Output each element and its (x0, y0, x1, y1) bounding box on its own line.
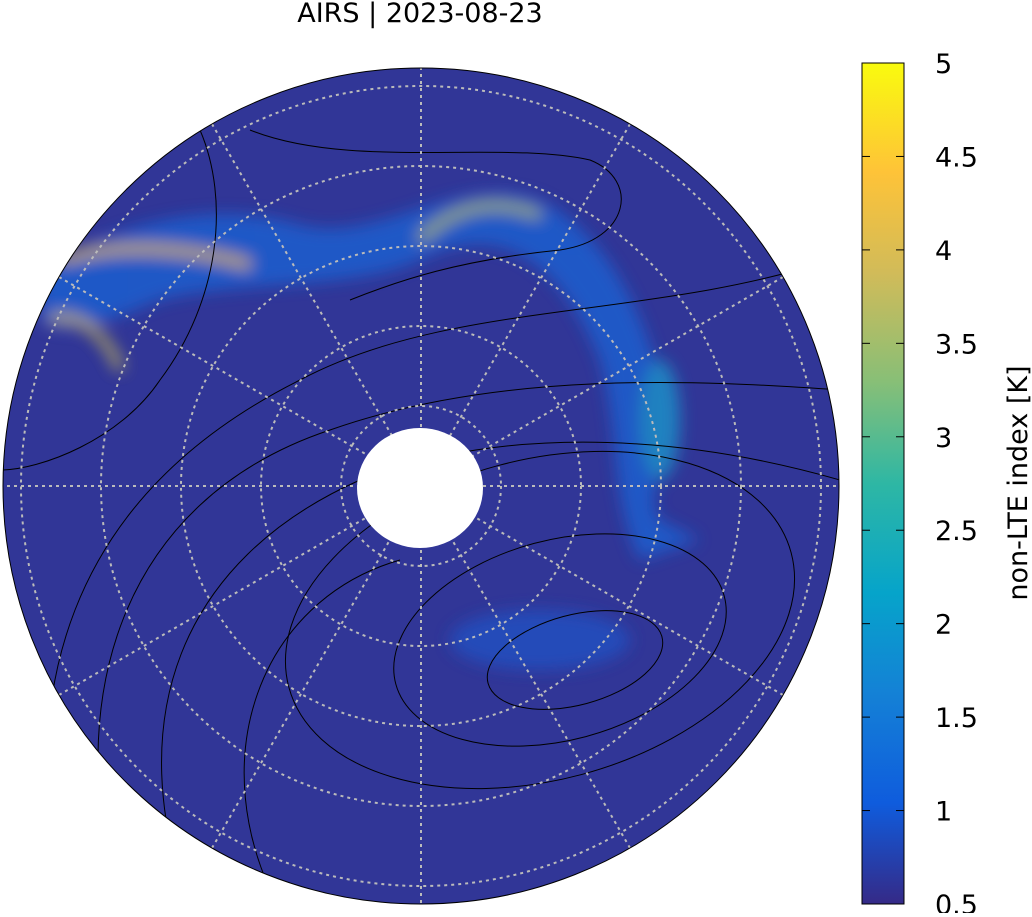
map (3, 68, 839, 904)
tick-label: 3.5 (935, 329, 978, 360)
tick-label: 2 (935, 610, 952, 641)
tick-label: 1.5 (935, 703, 978, 734)
tick-label: 3 (935, 423, 952, 454)
tick-label: 5 (935, 49, 952, 80)
tick-label: 0.5 (935, 890, 978, 913)
tick-label: 2.5 (935, 516, 978, 547)
colorbar-label: non-LTE index [K] (1003, 365, 1032, 600)
tick-label: 4 (935, 236, 952, 267)
colorbar (861, 62, 905, 905)
tick-label: 4.5 (935, 142, 978, 173)
tick-label: 1 (935, 797, 952, 828)
map-title: AIRS | 2023-08-23 (297, 0, 543, 29)
